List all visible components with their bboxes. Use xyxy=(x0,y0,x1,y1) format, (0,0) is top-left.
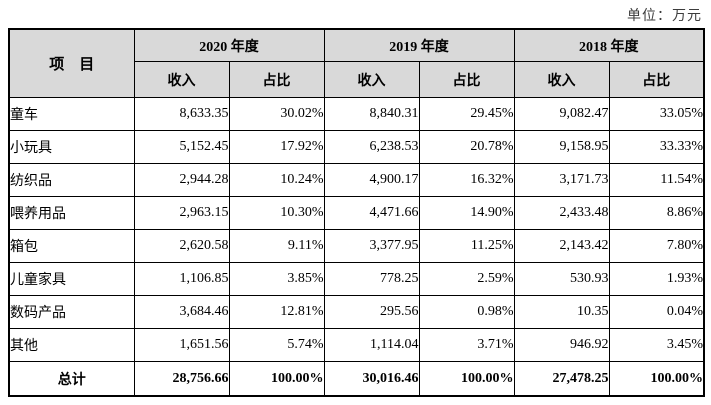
header-year-2020: 2020 年度 xyxy=(133,28,325,62)
cell-value: 530.93 xyxy=(513,262,610,296)
cell-value: 5,152.45 xyxy=(133,130,230,164)
row-label: 其他 xyxy=(8,328,135,362)
cell-value: 4,471.66 xyxy=(323,196,420,230)
cell-value: 295.56 xyxy=(323,295,420,329)
header-ratio-2020: 占比 xyxy=(228,61,325,98)
cell-value: 30.02% xyxy=(228,97,325,131)
cell-value: 3.45% xyxy=(608,328,705,362)
cell-value: 10.30% xyxy=(228,196,325,230)
header-revenue-2020: 收入 xyxy=(133,61,230,98)
cell-value: 3,377.95 xyxy=(323,229,420,263)
cell-value: 1,651.56 xyxy=(133,328,230,362)
header-item: 项 目 xyxy=(8,28,135,98)
cell-value: 11.54% xyxy=(608,163,705,197)
cell-value: 10.24% xyxy=(228,163,325,197)
row-label: 纺织品 xyxy=(8,163,135,197)
cell-value: 3,684.46 xyxy=(133,295,230,329)
cell-value: 8.86% xyxy=(608,196,705,230)
total-value: 30,016.46 xyxy=(323,361,420,397)
table-body: 童车 8,633.35 30.02% 8,840.31 29.45% 9,082… xyxy=(8,97,705,397)
total-value: 100.00% xyxy=(418,361,515,397)
row-label: 小玩具 xyxy=(8,130,135,164)
table-row: 儿童家具 1,106.85 3.85% 778.25 2.59% 530.93 … xyxy=(8,262,705,296)
cell-value: 2,143.42 xyxy=(513,229,610,263)
cell-value: 8,840.31 xyxy=(323,97,420,131)
header-year-2019: 2019 年度 xyxy=(323,28,515,62)
table-row: 纺织品 2,944.28 10.24% 4,900.17 16.32% 3,17… xyxy=(8,163,705,197)
cell-value: 5.74% xyxy=(228,328,325,362)
table-row: 小玩具 5,152.45 17.92% 6,238.53 20.78% 9,15… xyxy=(8,130,705,164)
cell-value: 0.04% xyxy=(608,295,705,329)
total-value: 100.00% xyxy=(608,361,705,397)
table-row: 数码产品 3,684.46 12.81% 295.56 0.98% 10.35 … xyxy=(8,295,705,329)
cell-value: 20.78% xyxy=(418,130,515,164)
cell-value: 1.93% xyxy=(608,262,705,296)
header-ratio-2019: 占比 xyxy=(418,61,515,98)
total-value: 28,756.66 xyxy=(133,361,230,397)
cell-value: 33.05% xyxy=(608,97,705,131)
cell-value: 9,158.95 xyxy=(513,130,610,164)
cell-value: 3,171.73 xyxy=(513,163,610,197)
row-label: 童车 xyxy=(8,97,135,131)
table-row: 其他 1,651.56 5.74% 1,114.04 3.71% 946.92 … xyxy=(8,328,705,362)
cell-value: 14.90% xyxy=(418,196,515,230)
cell-value: 8,633.35 xyxy=(133,97,230,131)
cell-value: 2.59% xyxy=(418,262,515,296)
table-row: 童车 8,633.35 30.02% 8,840.31 29.45% 9,082… xyxy=(8,97,705,131)
cell-value: 9.11% xyxy=(228,229,325,263)
revenue-breakdown-table: 项 目 2020 年度 2019 年度 2018 年度 收入 占比 收入 占比 … xyxy=(8,28,705,397)
cell-value: 946.92 xyxy=(513,328,610,362)
cell-value: 2,433.48 xyxy=(513,196,610,230)
total-label: 总计 xyxy=(8,361,135,397)
cell-value: 10.35 xyxy=(513,295,610,329)
cell-value: 6,238.53 xyxy=(323,130,420,164)
total-value: 100.00% xyxy=(228,361,325,397)
cell-value: 3.71% xyxy=(418,328,515,362)
table-total-row: 总计 28,756.66 100.00% 30,016.46 100.00% 2… xyxy=(8,361,705,397)
header-ratio-2018: 占比 xyxy=(608,61,705,98)
row-label: 数码产品 xyxy=(8,295,135,329)
table-header: 项 目 2020 年度 2019 年度 2018 年度 收入 占比 收入 占比 … xyxy=(8,28,705,98)
cell-value: 12.81% xyxy=(228,295,325,329)
row-label: 儿童家具 xyxy=(8,262,135,296)
cell-value: 1,106.85 xyxy=(133,262,230,296)
cell-value: 1,114.04 xyxy=(323,328,420,362)
header-sub-row: 收入 占比 收入 占比 收入 占比 xyxy=(9,61,705,98)
header-year-2018: 2018 年度 xyxy=(513,28,705,62)
cell-value: 7.80% xyxy=(608,229,705,263)
table-row: 箱包 2,620.58 9.11% 3,377.95 11.25% 2,143.… xyxy=(8,229,705,263)
cell-value: 4,900.17 xyxy=(323,163,420,197)
header-year-row: 项 目 2020 年度 2019 年度 2018 年度 xyxy=(8,28,705,98)
total-value: 27,478.25 xyxy=(513,361,610,397)
unit-label: 单位：万元 xyxy=(627,9,702,24)
cell-value: 29.45% xyxy=(418,97,515,131)
header-revenue-2018: 收入 xyxy=(513,61,610,98)
cell-value: 2,620.58 xyxy=(133,229,230,263)
row-label: 箱包 xyxy=(8,229,135,263)
cell-value: 2,963.15 xyxy=(133,196,230,230)
cell-value: 778.25 xyxy=(323,262,420,296)
cell-value: 16.32% xyxy=(418,163,515,197)
cell-value: 9,082.47 xyxy=(513,97,610,131)
cell-value: 2,944.28 xyxy=(133,163,230,197)
cell-value: 11.25% xyxy=(418,229,515,263)
cell-value: 33.33% xyxy=(608,130,705,164)
table-row: 喂养用品 2,963.15 10.30% 4,471.66 14.90% 2,4… xyxy=(8,196,705,230)
cell-value: 3.85% xyxy=(228,262,325,296)
row-label: 喂养用品 xyxy=(8,196,135,230)
cell-value: 17.92% xyxy=(228,130,325,164)
cell-value: 0.98% xyxy=(418,295,515,329)
header-revenue-2019: 收入 xyxy=(323,61,420,98)
